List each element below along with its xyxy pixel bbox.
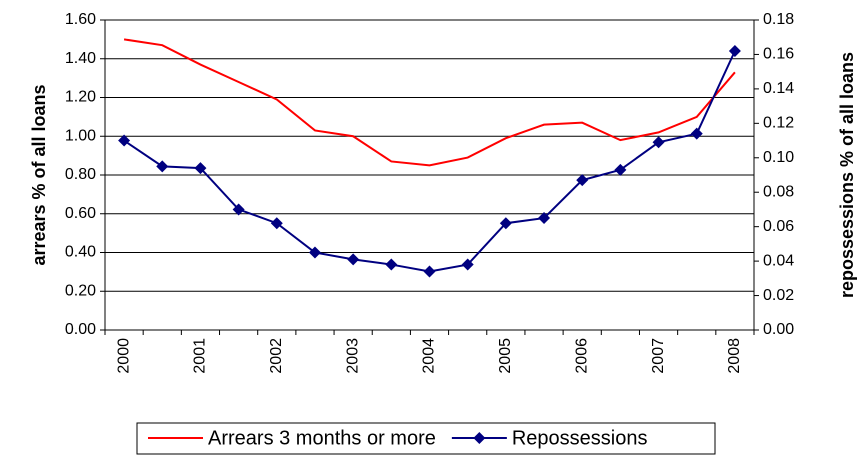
y2-tick-label: 0.10: [763, 149, 794, 166]
y2-tick-label: 0.00: [763, 321, 794, 338]
marker: [385, 258, 398, 271]
x-tick-label: 2008: [726, 338, 743, 374]
y-tick-label: 1.20: [65, 89, 96, 106]
y-tick-label: 1.40: [65, 50, 96, 67]
y-tick-label: 0.20: [65, 282, 96, 299]
series-line: [123, 50, 736, 273]
y-tick-label: 0.00: [65, 321, 96, 338]
marker: [461, 258, 474, 271]
y-tick-label: 0.60: [65, 205, 96, 222]
marker: [614, 163, 627, 176]
legend-label: Repossessions: [512, 427, 648, 449]
y-tick-label: 0.80: [65, 166, 96, 183]
marker: [538, 212, 551, 225]
x-tick-label: 2004: [421, 338, 438, 374]
legend-label: Arrears 3 months or more: [208, 427, 436, 449]
y2-tick-label: 0.06: [763, 218, 794, 235]
y2-tick-label: 0.18: [763, 11, 794, 28]
y-axis-label: arrears % of all loans: [29, 84, 49, 265]
marker: [308, 246, 321, 259]
legend: [136, 422, 716, 455]
marker: [270, 217, 283, 230]
marker: [156, 160, 169, 173]
y2-tick-label: 0.02: [763, 287, 794, 304]
x-tick-label: 2005: [497, 338, 514, 374]
y-tick-label: 0.40: [65, 244, 96, 261]
y2-tick-label: 0.04: [763, 252, 794, 269]
marker: [576, 174, 589, 187]
x-tick-label: 2000: [115, 338, 132, 374]
y2-tick-label: 0.16: [763, 46, 794, 63]
x-tick-label: 2003: [344, 338, 361, 374]
marker: [499, 217, 512, 230]
y-tick-label: 1.00: [65, 127, 96, 144]
y2-tick-label: 0.08: [763, 183, 794, 200]
marker: [347, 253, 360, 266]
y2-tick-label: 0.12: [763, 115, 794, 132]
marker: [118, 134, 131, 147]
y2-tick-label: 0.14: [763, 80, 794, 97]
marker: [652, 136, 665, 149]
marker: [423, 265, 436, 278]
x-tick-label: 2002: [268, 338, 285, 374]
marker: [728, 45, 741, 57]
x-tick-label: 2006: [573, 338, 590, 374]
y-tick-label: 1.60: [65, 11, 96, 28]
legend-marker: [473, 432, 486, 444]
x-tick-label: 2001: [192, 338, 209, 374]
y2-axis-label: repossessions % of all loans: [837, 52, 857, 298]
series-line: [123, 38, 736, 167]
x-tick-label: 2007: [650, 338, 667, 374]
marker: [690, 127, 703, 140]
marker: [194, 162, 207, 175]
marker: [232, 203, 245, 216]
